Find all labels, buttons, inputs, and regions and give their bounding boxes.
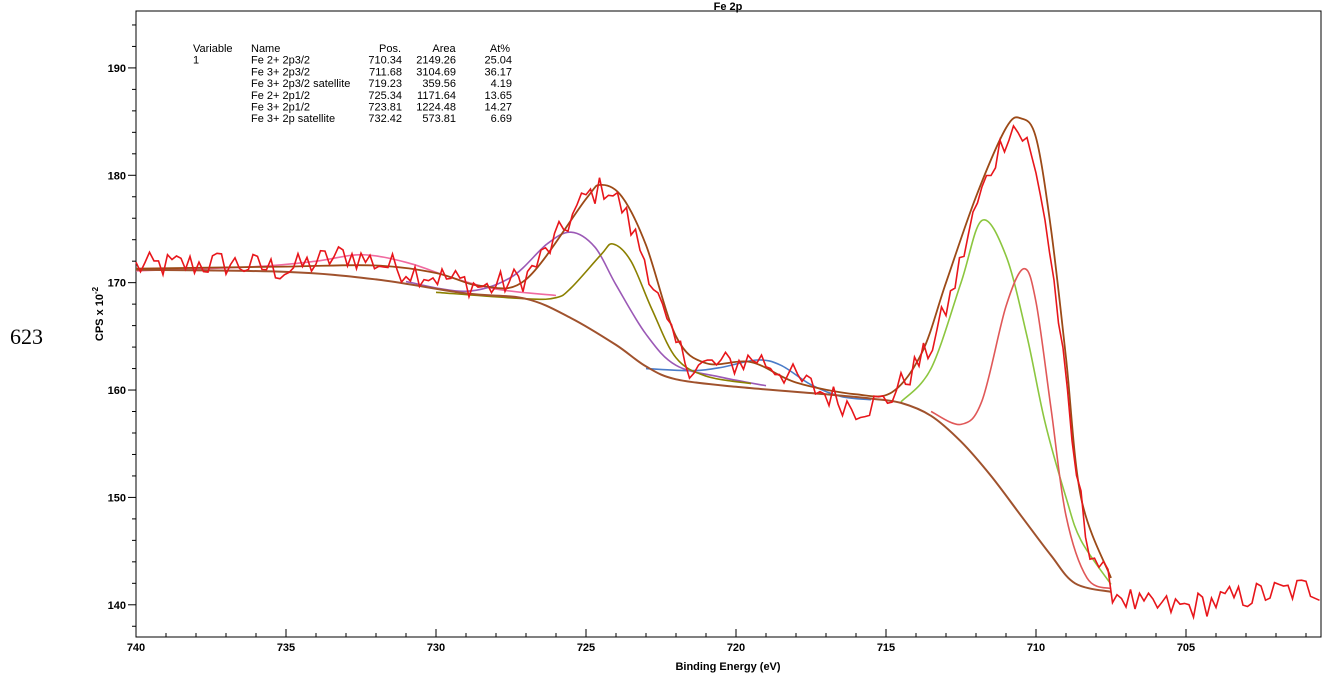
table-cell-area: 1171.64 [417,90,456,102]
table-header-area: Area [432,43,456,55]
table-cell-at: 6.69 [491,113,512,125]
table-header-name: Name [251,43,280,55]
background-curve [135,268,1112,593]
y-tick-label: 170 [108,278,126,290]
table-cell-pos: 723.81 [368,102,402,114]
x-tick-label: 720 [727,642,745,654]
y-axis-label-main: CPS x 10 [94,294,106,341]
table-cell-at: 14.27 [484,102,512,114]
table-header-variable: Variable [193,43,233,55]
table-cell-name: Fe 3+ 2p3/2 [251,66,310,78]
table-cell-pos: 719.23 [368,78,402,90]
table-cell-pos: 725.34 [368,90,402,102]
y-tick-label: 160 [108,385,126,397]
fe3-2p3-curve [900,219,1112,585]
fitted-curves [135,116,1320,621]
table-cell-pos: 732.42 [368,113,402,125]
x-tick-label: 715 [877,642,895,654]
plot-frame [135,10,1322,638]
table-cell-name: Fe 2+ 2p3/2 [251,55,310,67]
y-tick-label: 190 [108,63,126,75]
table-cell-name: Fe 3+ 2p satellite [251,113,335,125]
y-axis: 140 150 160 170 180 190 [108,24,136,627]
table-cell-name: Fe 2+ 2p1/2 [251,90,310,102]
x-axis: 740 735 730 725 720 715 710 705 [127,629,1307,654]
chart-title: Fe 2p [714,1,743,13]
table-cell-name: Fe 3+ 2p1/2 [251,102,310,114]
x-tick-label: 725 [577,642,595,654]
table-cell-area: 1224.48 [416,102,456,114]
y-tick-label: 180 [108,170,126,182]
table-header-pos: Pos. [379,43,401,55]
x-tick-label: 735 [277,642,295,654]
y-axis-label: CPS x 10-2 [91,286,106,341]
fe3-2p1-curve [435,243,752,385]
y-tick-label: 150 [108,492,126,504]
table-cell-area: 3104.69 [416,66,456,78]
table-cell-at: 36.17 [484,66,512,78]
table-header-at: At% [490,43,510,55]
envelope-curve [135,116,1112,579]
x-tick-label: 740 [127,642,145,654]
x-tick-label: 730 [427,642,445,654]
table-cell-pos: 710.34 [368,55,402,67]
x-tick-label: 705 [1177,642,1195,654]
fe2-2p1-curve [405,231,767,387]
raw-spectrum-curve [135,124,1320,621]
table-cell-at: 25.04 [484,55,512,67]
fe2-2p3-curve [930,267,1112,590]
table-variable-value: 1 [193,55,199,67]
table-cell-name: Fe 3+ 2p3/2 satellite [251,78,350,90]
fit-results-table: Variable Name Pos. Area At% 1 Fe 2+ 2p3/2 710.3… [193,43,512,125]
table-cell-at: 4.19 [491,78,512,90]
table-cell-area: 359.56 [422,78,456,90]
y-axis-label-exponent: -2 [91,286,100,294]
y-tick-label: 140 [108,600,126,612]
x-axis-label: Binding Energy (eV) [675,661,780,673]
table-cell-at: 13.65 [484,90,512,102]
table-cell-area: 2149.26 [416,55,456,67]
table-cell-area: 573.81 [422,113,456,125]
table-cell-pos: 711.68 [369,66,402,78]
page-number: 623 [10,324,43,349]
x-tick-label: 710 [1027,642,1045,654]
